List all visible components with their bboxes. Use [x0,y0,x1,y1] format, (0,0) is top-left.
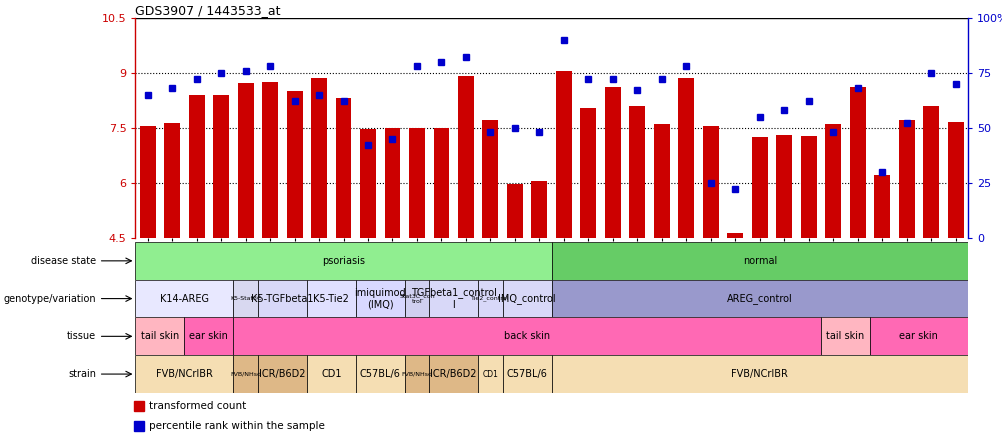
Text: imiquimod
(IMQ): imiquimod (IMQ) [354,288,406,309]
Bar [307,280,356,317]
Bar [336,99,351,238]
Text: tissue: tissue [67,331,96,341]
Text: tail skin: tail skin [140,331,178,341]
Bar [405,280,429,317]
Bar [800,136,816,238]
Bar [307,355,356,393]
Bar [776,135,792,238]
Bar [726,233,742,238]
Text: tail skin: tail skin [826,331,864,341]
Text: FVB/NHsd: FVB/NHsd [229,372,261,377]
Text: C57BL/6: C57BL/6 [360,369,400,379]
Text: percentile rank within the sample: percentile rank within the sample [149,421,325,431]
Bar [135,280,233,317]
Text: strain: strain [68,369,96,379]
Text: FVB/NCrIBR: FVB/NCrIBR [155,369,212,379]
Bar [233,317,821,355]
Bar [356,355,405,393]
Bar [947,122,963,238]
Bar [702,126,718,238]
Bar [502,355,551,393]
Bar [135,242,551,280]
Text: ear skin: ear skin [899,331,938,341]
Text: FVB/NHsd: FVB/NHsd [401,372,432,377]
Bar [482,120,498,238]
Bar [580,107,596,238]
Bar [653,124,669,238]
Text: disease state: disease state [31,256,96,266]
Bar [458,76,473,238]
Text: back skin: back skin [504,331,550,341]
Text: Tie2_control: Tie2_control [471,296,509,301]
Text: GDS3907 / 1443533_at: GDS3907 / 1443533_at [135,4,281,16]
Bar [164,123,180,238]
Bar [384,128,400,238]
Bar [551,242,967,280]
Bar [188,95,204,238]
Bar [869,317,967,355]
Text: C57BL/6: C57BL/6 [506,369,547,379]
Bar [258,355,307,393]
Bar [551,280,967,317]
Text: K5-TGFbeta1: K5-TGFbeta1 [250,293,314,304]
Text: normal: normal [741,256,777,266]
Text: CD1: CD1 [321,369,342,379]
Text: FVB/NCrIBR: FVB/NCrIBR [730,369,788,379]
Bar [356,280,405,317]
Bar [258,280,307,317]
Text: psoriasis: psoriasis [322,256,365,266]
Bar [502,280,551,317]
Text: CD1: CD1 [482,369,498,379]
Bar [506,184,522,238]
Bar [677,78,693,238]
Bar [233,355,258,393]
Bar [360,130,376,238]
Text: Stat3C_con
trol: Stat3C_con trol [399,293,434,304]
Text: K5-Tie2: K5-Tie2 [313,293,349,304]
Text: AREG_control: AREG_control [726,293,792,304]
Bar [531,181,547,238]
Text: IMQ_control: IMQ_control [498,293,555,304]
Bar [849,87,865,238]
Bar [752,137,767,238]
Bar [551,355,967,393]
Bar [405,355,429,393]
Text: K5-Stat3C: K5-Stat3C [229,296,261,301]
Bar [184,317,233,355]
Bar [478,355,502,393]
Bar [233,280,258,317]
Text: ICR/B6D2: ICR/B6D2 [259,369,306,379]
Bar [922,106,938,238]
Bar [429,355,478,393]
Bar [429,280,478,317]
Bar [409,128,425,238]
Bar [135,355,233,393]
Text: TGFbeta1_control
l: TGFbeta1_control l [411,287,496,310]
Text: genotype/variation: genotype/variation [4,293,96,304]
Bar [898,120,914,238]
Text: K14-AREG: K14-AREG [159,293,208,304]
Bar [213,95,228,238]
Bar [262,82,278,238]
Bar [874,175,889,238]
Bar [433,128,449,238]
Bar [555,71,571,238]
Text: transformed count: transformed count [149,401,246,411]
Text: ICR/B6D2: ICR/B6D2 [430,369,477,379]
Bar [311,78,327,238]
Bar [135,317,184,355]
Bar [287,91,303,238]
Bar [825,124,841,238]
Bar [604,87,620,238]
Bar [139,126,155,238]
Bar [821,317,869,355]
Bar [629,106,644,238]
Text: ear skin: ear skin [189,331,228,341]
Bar [237,83,254,238]
Bar [478,280,502,317]
